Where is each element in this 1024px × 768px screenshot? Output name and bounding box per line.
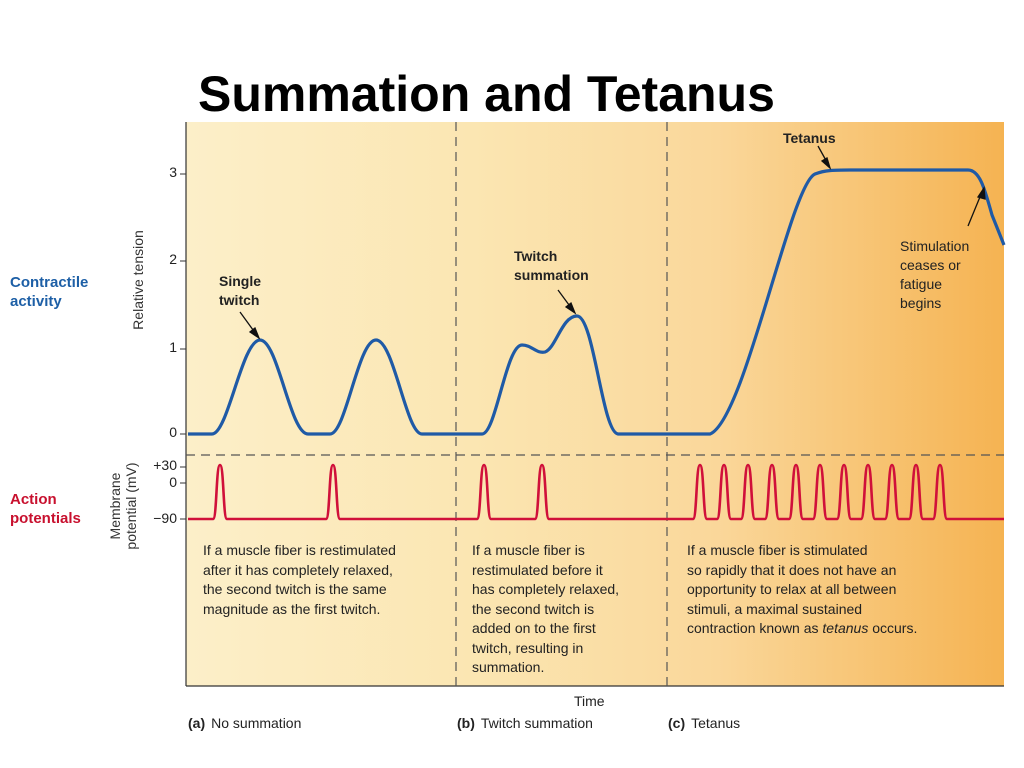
twitch-summation-arrowhead bbox=[564, 301, 577, 315]
tetanus-arrowhead bbox=[820, 157, 832, 170]
stimulation-arrowhead bbox=[976, 186, 986, 200]
time-axis-label: Time bbox=[574, 693, 605, 709]
note-no-summation: If a muscle fiber is restimulated after … bbox=[203, 542, 396, 617]
caption-b-text: Twitch summation bbox=[480, 715, 593, 731]
caption-a: (a) No summation bbox=[188, 715, 301, 731]
caption-c-letter: (c) bbox=[668, 715, 686, 731]
action-potential-trace bbox=[188, 463, 1004, 521]
caption-b-letter: (b) bbox=[457, 715, 475, 731]
note-tetanus: If a muscle fiber is stimulated so rapid… bbox=[687, 541, 917, 639]
tension-tick-3: 3 bbox=[169, 164, 177, 180]
single-twitch-arrowhead bbox=[248, 326, 261, 340]
contractile-activity-label: Contractile activity bbox=[10, 274, 89, 310]
figure-background bbox=[186, 122, 1004, 686]
note-tetanus-text: If a muscle fiber is stimulated so rapid… bbox=[687, 542, 897, 636]
membrane-tick-0: 0 bbox=[169, 474, 177, 490]
note-twitch-summation: If a muscle fiber is restimulated before… bbox=[472, 542, 620, 675]
caption-a-letter: (a) bbox=[188, 715, 206, 731]
membrane-tick-minus90: −90 bbox=[153, 510, 177, 526]
caption-c-text: Tetanus bbox=[691, 715, 741, 731]
tetanus-label: Tetanus bbox=[783, 130, 836, 146]
tension-tick-0: 0 bbox=[169, 424, 177, 440]
caption-b: (b) Twitch summation bbox=[457, 715, 593, 731]
stimulation-ceases-label: Stimulation ceases or fatigue begins bbox=[900, 238, 970, 311]
note-tetanus-end: occurs. bbox=[868, 620, 918, 636]
twitch-summation-label: Twitch summation bbox=[514, 248, 589, 283]
tension-curve bbox=[188, 168, 1006, 436]
slide-title: Summation and Tetanus bbox=[198, 66, 775, 122]
tension-tick-1: 1 bbox=[169, 339, 177, 355]
caption-a-text: No summation bbox=[211, 715, 302, 731]
action-potentials-label: Action potentials bbox=[10, 491, 81, 527]
note-tetanus-term: tetanus bbox=[822, 620, 869, 636]
membrane-tick-plus30: +30 bbox=[153, 457, 177, 473]
tension-tick-2: 2 bbox=[169, 251, 177, 267]
caption-c: (c) Tetanus bbox=[668, 715, 740, 731]
single-twitch-label: Single twitch bbox=[219, 273, 262, 308]
